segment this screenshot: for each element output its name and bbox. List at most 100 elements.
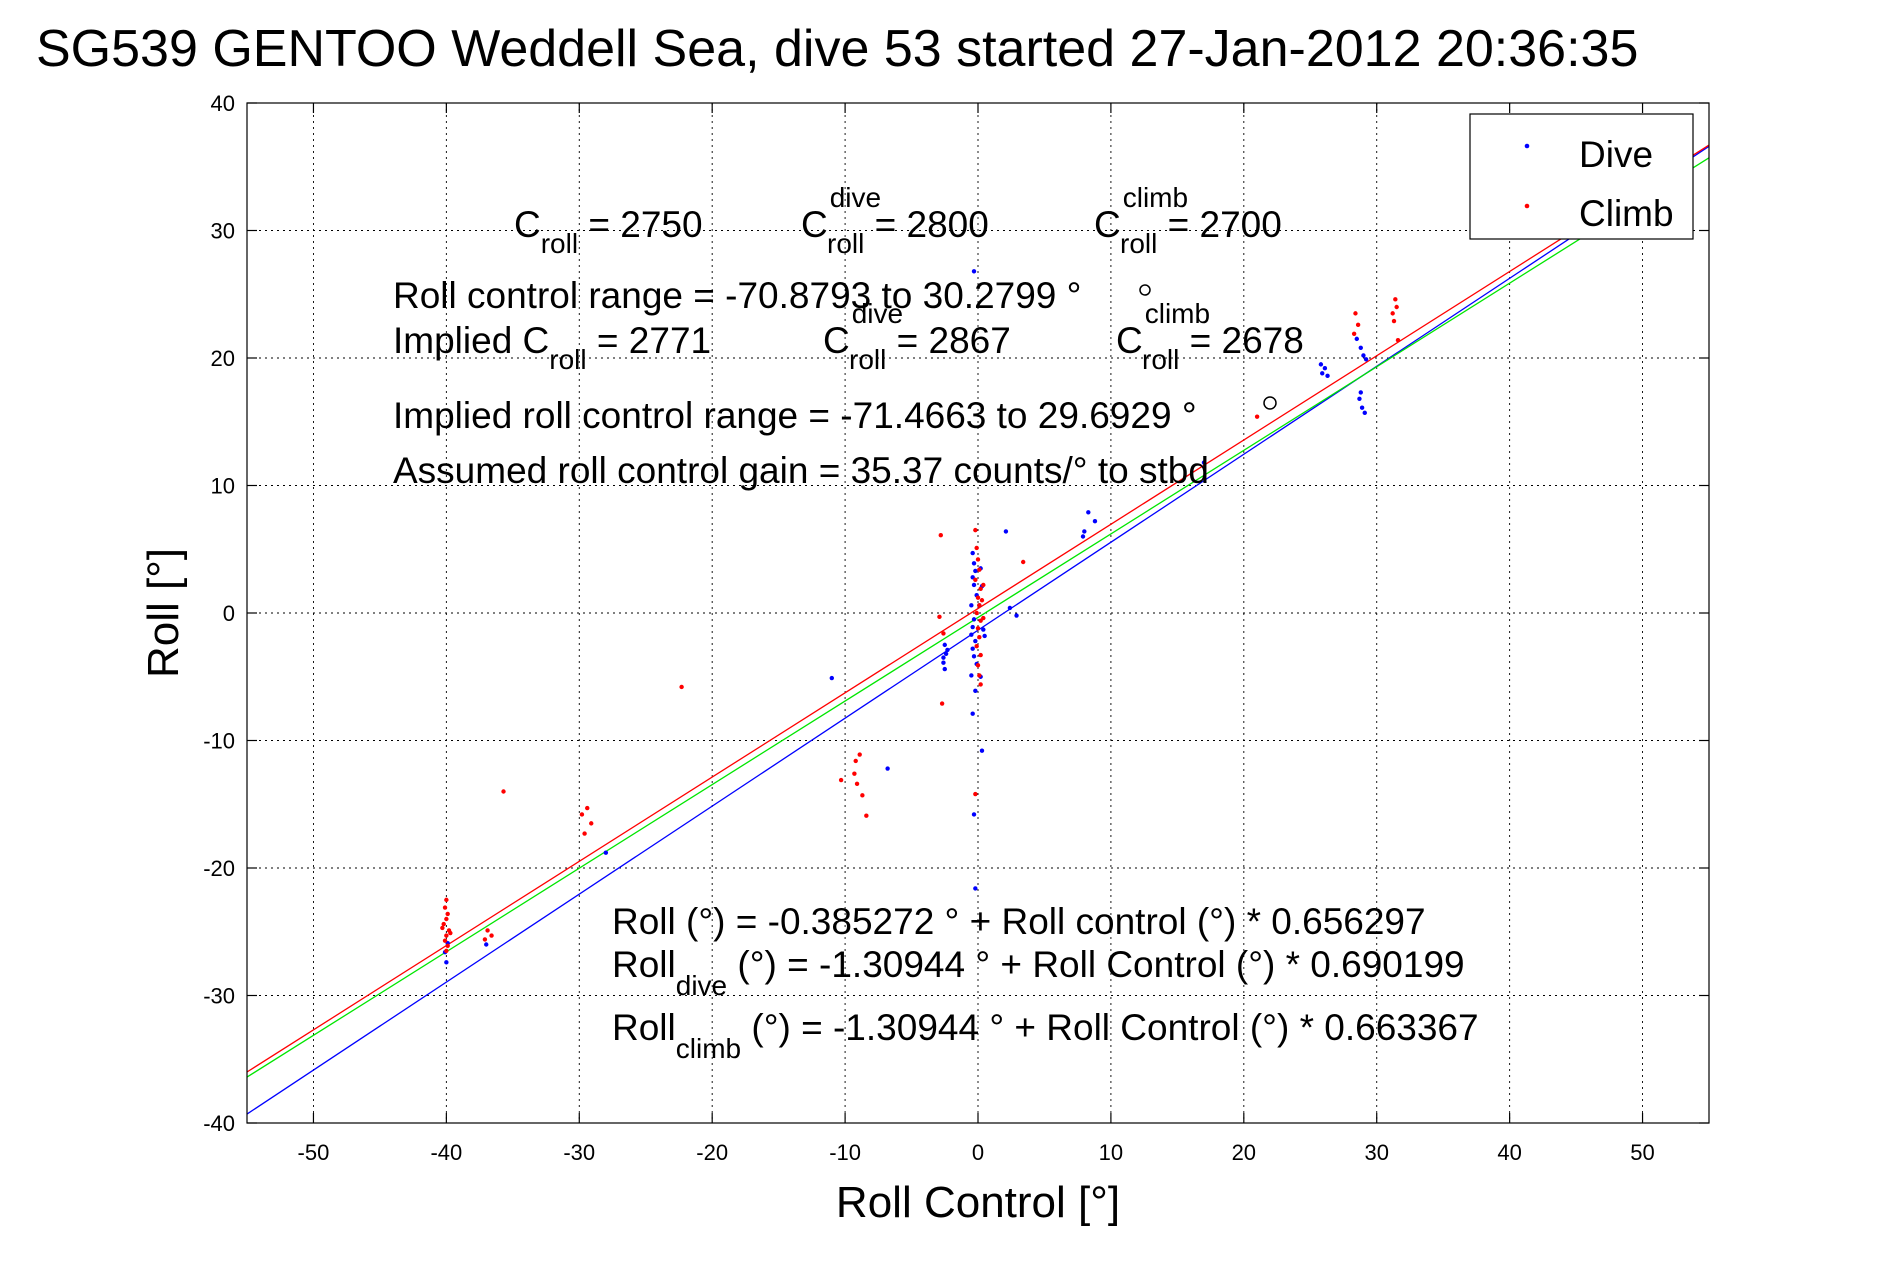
climb-point (1254, 414, 1260, 419)
climb-point (975, 557, 981, 562)
x-tick-label: 0 (972, 1140, 984, 1165)
dive-point (1014, 613, 1019, 618)
climb-point (445, 911, 450, 917)
climb-point (444, 897, 449, 903)
climb-point (977, 603, 982, 608)
dive-point (484, 942, 489, 947)
dive-point (1358, 345, 1363, 350)
dive-point (971, 561, 977, 566)
climb-point (977, 635, 982, 640)
y-tick-label: 40 (211, 91, 235, 116)
x-axis-label: Roll Control [°] (836, 1178, 1120, 1227)
x-tick-label: 50 (1630, 1140, 1654, 1165)
climb-point (445, 943, 450, 948)
climb-point (975, 663, 981, 668)
climb-point (679, 684, 684, 690)
gain-text: Assumed roll control gain = 35.37 counts… (393, 450, 1209, 491)
climb-point (579, 812, 585, 817)
implied-c-roll-annotation: Implied Croll = 2771 (393, 320, 711, 375)
dive-point (1325, 373, 1330, 379)
climb-point (444, 933, 449, 938)
fit-equation-dive: Rolldive (°) = -1.30944 ° + Roll Control… (612, 944, 1465, 1001)
dive-point (1003, 529, 1009, 534)
climb-point (973, 527, 978, 533)
climb-point (838, 777, 844, 783)
climb-point (444, 948, 449, 954)
dive-point (1320, 371, 1325, 376)
dive-point (979, 748, 985, 753)
x-tick-label: 10 (1099, 1140, 1123, 1165)
dive-point (971, 812, 977, 817)
dive-point (1080, 534, 1086, 539)
dive-point (969, 673, 974, 678)
dive-point (1359, 405, 1365, 410)
range-end-marker (1139, 284, 1151, 296)
climb-point (589, 821, 594, 826)
climb-point (585, 805, 590, 811)
climb-point (1395, 337, 1401, 343)
implied-range-text: Implied roll control range = -71.4663 to… (393, 395, 1197, 436)
legend-climb-marker (1524, 203, 1530, 209)
legend: Dive Climb (1469, 113, 1694, 240)
dive-point (1086, 510, 1091, 515)
x-tick-label: 20 (1232, 1140, 1256, 1165)
climb-point (852, 771, 857, 776)
x-tick-label: -20 (696, 1140, 728, 1165)
climb-point (441, 921, 446, 927)
dive-point (1357, 396, 1362, 401)
climb-point (864, 813, 869, 818)
dive-point (1362, 410, 1367, 416)
dive-point (941, 660, 946, 665)
climb-point (857, 752, 862, 757)
dive-point (1361, 353, 1366, 358)
climb-point (939, 701, 945, 706)
c-dive-annotation: Cdive roll = 2800 (801, 182, 989, 259)
dive-point (945, 647, 950, 653)
y-tick-label: 0 (223, 601, 235, 626)
dive-point (1358, 390, 1363, 395)
climb-point (974, 643, 979, 649)
c-roll-annotation: Croll = 2750 (514, 204, 703, 259)
climb-point (1391, 318, 1397, 324)
dive-point (1363, 357, 1369, 362)
climb-point (978, 682, 983, 687)
implied-c-dive-annotation: Cdive roll = 2867 (823, 298, 1011, 375)
climb-point (582, 831, 587, 836)
dive-point (1322, 366, 1328, 371)
x-tick-label: -40 (430, 1140, 462, 1165)
climb-point (854, 781, 860, 787)
climb-point (975, 626, 981, 631)
dive-point (970, 624, 975, 630)
dive-point (970, 550, 975, 556)
legend-box (1469, 113, 1694, 240)
dive-point (444, 960, 449, 965)
x-tick-label: -10 (829, 1140, 861, 1165)
y-tick-label: 10 (211, 474, 235, 499)
range-end-marker (1263, 396, 1277, 410)
x-tick-label: 30 (1364, 1140, 1388, 1165)
climb-point (440, 925, 445, 931)
c-climb-annotation: Cclimb roll = 2700 (1094, 182, 1282, 259)
dive-point (973, 568, 978, 574)
climb-point (444, 916, 449, 922)
climb-point (442, 905, 448, 910)
dive-point (1082, 529, 1087, 534)
climb-point (978, 652, 983, 658)
climb-fit-line (246, 144, 1710, 1073)
climb-point (485, 928, 490, 933)
dive-point (971, 617, 977, 622)
climb-point (974, 610, 979, 616)
dive-point (829, 675, 834, 681)
fit-equation-climb: Rollclimb (°) = -1.30944 ° + Roll Contro… (612, 1007, 1479, 1064)
climb-point (981, 582, 986, 588)
dive-point (981, 627, 986, 632)
legend-dive-marker (1524, 143, 1530, 149)
dive-point (1092, 519, 1098, 524)
climb-point (489, 933, 494, 938)
y-tick-label: -30 (203, 984, 235, 1009)
climb-point (978, 586, 983, 591)
dive-point (942, 642, 947, 648)
dive-point (969, 603, 974, 608)
dive-point (1354, 336, 1359, 342)
dive-point (969, 632, 974, 637)
